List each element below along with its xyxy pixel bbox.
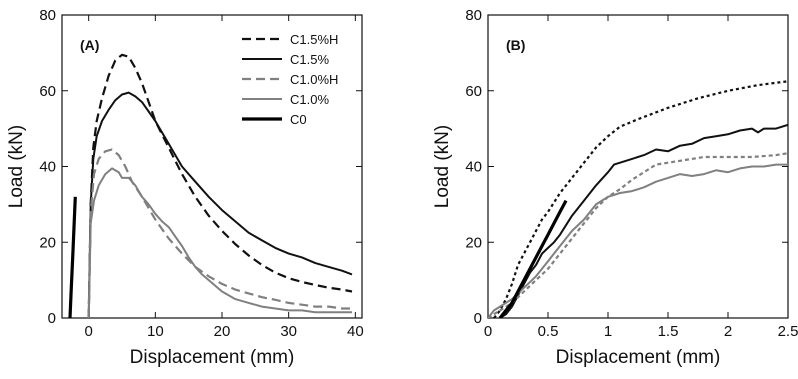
panel-label: (B) — [506, 37, 525, 53]
series-line-3 — [488, 163, 788, 318]
legend-entry: C1.5% — [290, 52, 329, 67]
x-tick-label: 0 — [484, 323, 492, 340]
y-tick-label: 0 — [474, 310, 482, 327]
y-tick-label: 80 — [39, 7, 56, 24]
y-tick-label: 0 — [48, 310, 56, 327]
x-axis-label: Displacement (mm) — [556, 347, 721, 368]
chart-panel-0: 0 10 20 30 40 0 20 40 60 80 Displacement (mm) Load … — [6, 7, 364, 368]
y-tick-label: 60 — [39, 83, 56, 100]
x-tick-label: 1.5 — [658, 323, 679, 340]
series-line-2 — [488, 152, 788, 318]
series-line-c1-0- — [87, 167, 352, 318]
series-line-0 — [493, 80, 788, 318]
series-line-c0 — [68, 196, 77, 318]
x-tick-label: 0 — [84, 323, 92, 340]
series-line-4 — [498, 199, 568, 318]
legend-entry: C1.5%H — [290, 32, 338, 47]
y-tick-label: 40 — [465, 159, 482, 176]
x-tick-label: 2 — [724, 323, 732, 340]
x-tick-label: 20 — [214, 323, 231, 340]
y-tick-label: 60 — [465, 83, 482, 100]
y-tick-label: 20 — [39, 234, 56, 251]
y-tick-label: 80 — [465, 7, 482, 24]
x-axis-label: Displacement (mm) — [130, 347, 295, 368]
series-line-c1-5- — [87, 91, 353, 318]
y-axis-label: Load (kN) — [432, 125, 453, 208]
chart-panel-1: 0 0.5 1 1.5 2 2.5 0 20 40 60 80 Displacement (mm) Lo… — [432, 7, 798, 368]
series-line-1 — [499, 123, 788, 318]
y-axis-label: Load (kN) — [6, 125, 27, 208]
x-tick-label: 0.5 — [538, 323, 559, 340]
x-tick-label: 30 — [280, 323, 297, 340]
y-tick-label: 40 — [39, 159, 56, 176]
panel-label: (A) — [80, 37, 99, 53]
series-group — [488, 80, 788, 318]
plot-frame — [487, 14, 789, 319]
x-tick-label: 1 — [604, 323, 612, 340]
x-tick-label: 40 — [347, 323, 364, 340]
legend-entry: C1.0% — [290, 92, 329, 107]
x-tick-label: 2.5 — [778, 323, 798, 340]
series-line-c1-5-h — [87, 53, 353, 318]
legend-entry: C1.0%H — [290, 72, 338, 87]
legend-entry: C0 — [290, 112, 307, 127]
series-group — [68, 53, 353, 318]
series-line-c1-0-h — [87, 148, 352, 318]
x-tick-label: 10 — [147, 323, 164, 340]
y-tick-label: 20 — [465, 234, 482, 251]
legend: C1.5%H C1.5% C1.0%H C1.0% C0 — [242, 32, 338, 127]
